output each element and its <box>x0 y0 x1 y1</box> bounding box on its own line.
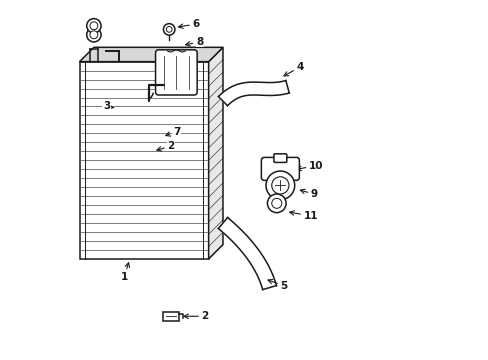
Polygon shape <box>80 62 208 259</box>
Circle shape <box>271 177 288 194</box>
Text: 11: 11 <box>289 211 318 221</box>
Text: 7: 7 <box>165 127 180 136</box>
Circle shape <box>265 171 294 200</box>
FancyBboxPatch shape <box>273 154 286 162</box>
Polygon shape <box>218 81 289 106</box>
Circle shape <box>86 19 101 33</box>
Text: 1: 1 <box>121 263 129 282</box>
Text: 10: 10 <box>296 161 323 171</box>
Text: 8: 8 <box>185 37 203 47</box>
FancyBboxPatch shape <box>155 50 197 95</box>
Text: 3: 3 <box>102 102 113 112</box>
Circle shape <box>166 27 172 32</box>
Polygon shape <box>80 47 223 62</box>
Text: 9: 9 <box>300 189 317 199</box>
Circle shape <box>90 22 98 30</box>
Text: 5: 5 <box>267 279 287 291</box>
Polygon shape <box>218 217 276 289</box>
Text: 4: 4 <box>284 62 303 76</box>
Polygon shape <box>208 47 223 259</box>
Circle shape <box>90 31 98 39</box>
Text: 2: 2 <box>157 141 174 151</box>
FancyBboxPatch shape <box>261 157 299 180</box>
Circle shape <box>267 194 285 213</box>
Text: 6: 6 <box>178 19 199 29</box>
Circle shape <box>86 28 101 42</box>
Text: 2: 2 <box>183 311 208 321</box>
Polygon shape <box>163 312 179 320</box>
Circle shape <box>163 24 175 35</box>
Circle shape <box>271 198 281 208</box>
